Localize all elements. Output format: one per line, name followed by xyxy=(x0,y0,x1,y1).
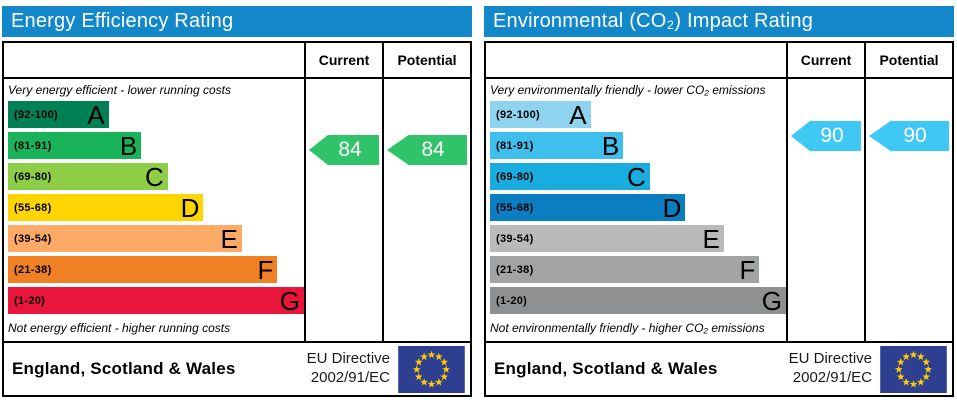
band-d: (55-68) D xyxy=(8,192,204,223)
table-footer: England, Scotland & Wales EU Directive 2… xyxy=(4,341,470,395)
bands: (92-100) A (81-91) B (69-80) C (55-68) D (39… xyxy=(4,101,304,318)
band-range-label: (21-38) xyxy=(496,263,534,276)
bottom-caption: Not environmentally friendly - higher CO… xyxy=(490,321,765,335)
current-column: 84 xyxy=(304,79,382,341)
band-c: (69-80) C xyxy=(8,163,168,190)
band-letter: E xyxy=(220,223,238,254)
band-letter: G xyxy=(761,285,782,316)
band-e: (39-54) E xyxy=(490,225,724,252)
band-letter: A xyxy=(569,99,587,130)
bottom-caption: Not energy efficient - higher running co… xyxy=(8,321,231,335)
band-letter: G xyxy=(279,285,300,316)
band-range-label: (55-68) xyxy=(14,201,52,214)
band-f: (21-38) F xyxy=(490,254,760,285)
potential-rating-value: 84 xyxy=(421,138,445,161)
potential-column: 84 xyxy=(382,79,470,341)
band-range-label: (81-91) xyxy=(14,139,52,152)
band-a: (92-100) A xyxy=(8,101,109,128)
current-rating-value: 90 xyxy=(820,124,844,147)
band-e: (39-54) E xyxy=(8,225,242,252)
band-c: (69-80) C xyxy=(490,163,650,190)
band-d: (55-68) D xyxy=(490,192,686,223)
rating-table: Current Potential Very energy efficient … xyxy=(2,41,472,397)
potential-column-header: Potential xyxy=(382,43,470,77)
band-range-label: (81-91) xyxy=(496,139,534,152)
chart-title: Environmental (CO₂) Impact Rating xyxy=(484,6,954,37)
band-range-label: (92-100) xyxy=(14,108,58,121)
band-letter: E xyxy=(702,223,720,254)
band-letter: D xyxy=(662,192,682,223)
potential-rating-value: 90 xyxy=(903,124,927,147)
eu-directive-label: EU Directive 2002/91/EC xyxy=(788,350,872,386)
current-rating-arrow: 90 xyxy=(791,121,861,151)
band-letter: F xyxy=(739,254,756,285)
band-letter: D xyxy=(180,192,200,223)
rating-scale-area: Very environmentally friendly - lower CO… xyxy=(486,79,952,341)
table-header-row: Current Potential xyxy=(4,43,470,79)
potential-rating-arrow: 84 xyxy=(387,135,467,165)
chart-title: Energy Efficiency Rating xyxy=(2,6,472,37)
current-rating-value: 84 xyxy=(338,138,362,161)
band-g: (1-20) G xyxy=(8,287,304,314)
band-letter: C xyxy=(145,161,164,192)
energy-efficiency-chart: Energy Efficiency Rating Current Potenti… xyxy=(2,6,472,404)
band-b: (81-91) B xyxy=(8,130,142,161)
band-range-label: (39-54) xyxy=(496,232,534,245)
rating-table: Current Potential Very environmentally f… xyxy=(484,41,954,397)
band-range-label: (92-100) xyxy=(496,108,540,121)
top-caption: Very energy efficient - lower running co… xyxy=(8,83,231,97)
band-b: (81-91) B xyxy=(490,130,624,161)
table-header-row: Current Potential xyxy=(486,43,952,79)
bands: (92-100) A (81-91) B (69-80) C (55-68) D (39… xyxy=(486,101,786,318)
band-a: (92-100) A xyxy=(490,101,591,128)
band-range-label: (1-20) xyxy=(14,294,46,307)
band-letter: A xyxy=(87,99,105,130)
top-caption: Very environmentally friendly - lower CO… xyxy=(490,83,766,97)
band-letter: B xyxy=(119,130,138,161)
band-range-label: (39-54) xyxy=(14,232,52,245)
band-range-label: (21-38) xyxy=(14,263,52,276)
current-rating-arrow: 84 xyxy=(309,135,379,165)
region-label: England, Scotland & Wales xyxy=(12,359,236,378)
band-letter: C xyxy=(627,161,646,192)
potential-column: 90 xyxy=(864,79,952,341)
band-scale: Very environmentally friendly - lower CO… xyxy=(486,79,786,341)
potential-column-header: Potential xyxy=(864,43,952,77)
band-range-label: (55-68) xyxy=(496,201,534,214)
band-f: (21-38) F xyxy=(8,254,278,285)
region-label: England, Scotland & Wales xyxy=(494,359,718,378)
table-footer: England, Scotland & Wales EU Directive 2… xyxy=(486,341,952,395)
band-scale: Very energy efficient - lower running co… xyxy=(4,79,304,341)
eu-flag-icon xyxy=(880,345,947,393)
current-column-header: Current xyxy=(304,43,382,77)
eu-directive-label: EU Directive 2002/91/EC xyxy=(306,350,390,386)
band-range-label: (69-80) xyxy=(496,170,534,183)
current-column-header: Current xyxy=(786,43,864,77)
band-letter: F xyxy=(257,254,274,285)
eu-flag-icon xyxy=(398,345,465,393)
environmental-impact-chart: Environmental (CO₂) Impact Rating Curren… xyxy=(484,6,954,404)
band-range-label: (69-80) xyxy=(14,170,52,183)
band-letter: B xyxy=(601,130,620,161)
header-spacer-cell xyxy=(486,43,786,77)
header-spacer-cell xyxy=(4,43,304,77)
band-g: (1-20) G xyxy=(490,287,786,314)
potential-rating-arrow: 90 xyxy=(869,121,949,151)
rating-scale-area: Very energy efficient - lower running co… xyxy=(4,79,470,341)
band-range-label: (1-20) xyxy=(496,294,528,307)
current-column: 90 xyxy=(786,79,864,341)
